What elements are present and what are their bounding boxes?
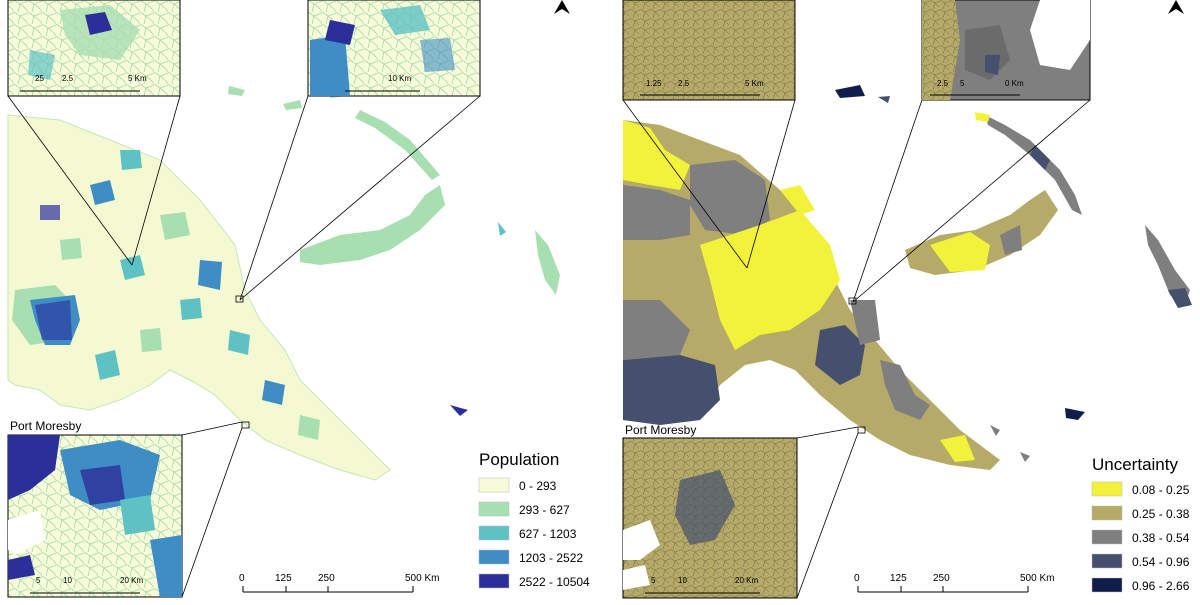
inset-leader-line [181, 427, 243, 598]
inset-scale-label: 25 [35, 74, 44, 83]
inset-leader-line [796, 432, 859, 599]
north-arrow-icon [1168, 0, 1184, 14]
scale-bar: 0 125 250 500 Km [239, 573, 439, 593]
scale-bar: 0 125 250 500 Km [854, 573, 1054, 593]
inset-scale-label: 5 Km [128, 74, 147, 83]
scale-bar-label: 250 [933, 573, 950, 584]
right-map-panel: 1.25 2.5 5 Km 2.5 5 0 Km Port Moresby [622, 0, 1192, 599]
inset-scale-label: 0 Km [1005, 79, 1024, 88]
legend-label: 0.08 - 0.25 [1132, 483, 1190, 497]
north-islands [300, 185, 445, 265]
inset-scale-label: 2.5 [937, 79, 949, 88]
inset-scale-label: 5 Km [745, 79, 764, 88]
legend-swatch [478, 477, 510, 493]
inset-scale-label: 5 [36, 576, 41, 585]
legend-swatch [478, 549, 510, 565]
inset-place-label: Port Moresby [625, 423, 696, 437]
population-districts [12, 150, 320, 440]
legend-label: 1203 - 2522 [519, 551, 583, 565]
scale-bar-label: 0 [854, 573, 860, 584]
inset-leader-line [852, 99, 1091, 303]
scale-bar-label: 500 Km [1020, 573, 1054, 584]
legend-label: 0 - 293 [519, 479, 557, 493]
legend-swatch [478, 573, 510, 589]
inset-place-label: Port Moresby [10, 419, 81, 433]
inset-locator-box [235, 295, 244, 303]
scale-bar-label: 125 [890, 573, 907, 584]
legend-swatch [1091, 505, 1123, 521]
inset-scale-label: 10 [63, 576, 72, 585]
mainland-shape [7, 114, 391, 481]
inset-leader-line [796, 426, 859, 439]
legend: Uncertainty 0.08 - 0.25 0.25 - 0.38 0.38 -… [1091, 455, 1190, 593]
legend-label: 0.54 - 0.96 [1132, 555, 1190, 569]
new-ireland-island [985, 115, 1082, 215]
legend-swatch [478, 501, 510, 517]
inset-leader-line [622, 99, 748, 269]
scale-bar-label: 500 Km [405, 573, 439, 584]
legend-label: 0.25 - 0.38 [1132, 507, 1190, 521]
left-map-panel: 25 2.5 5 Km 10 Km Port Moresby [7, 0, 590, 598]
inset-scale-label: 20 Km [735, 576, 758, 585]
bougainville-island [1145, 225, 1190, 305]
inset-port-moresby: 5 10 20 Km [622, 437, 798, 599]
inset-top-left: 1.25 2.5 5 Km [622, 0, 796, 101]
inset-top-right: 10 Km [307, 0, 481, 97]
inset-scale-label: 5 [651, 576, 656, 585]
inset-scale-label: 20 Km [120, 576, 143, 585]
inset-leader-line [239, 95, 309, 301]
inset-locator-box [857, 426, 866, 434]
legend-label: 2522 - 10504 [519, 575, 590, 589]
legend-swatch [1091, 553, 1123, 569]
inset-scale-label: 10 Km [388, 74, 411, 83]
legend-label: 0.38 - 0.54 [1132, 531, 1190, 545]
scale-bar-label: 125 [275, 573, 292, 584]
inset-leader-line [746, 99, 796, 269]
inset-scale-label: 2.5 [678, 79, 690, 88]
legend-label: 0.96 - 2.66 [1132, 579, 1190, 593]
legend-title: Population [479, 450, 559, 469]
inset-scale-label: 2.5 [62, 74, 74, 83]
legend-swatch [1091, 481, 1123, 497]
legend-swatch [1091, 529, 1123, 545]
inset-top-left: 25 2.5 5 Km [7, 0, 181, 97]
inset-locator-box [241, 421, 250, 429]
legend-swatch [478, 525, 510, 541]
inset-leader-line [852, 99, 923, 303]
inset-port-moresby: 5 10 20 Km [7, 434, 183, 598]
inset-leader-line [239, 95, 481, 301]
new-ireland-island [355, 110, 440, 180]
inset-leader-line [181, 421, 243, 436]
legend-label: 627 - 1203 [519, 527, 577, 541]
legend: Population 0 - 293 293 - 627 627 - 1203 120… [478, 450, 590, 589]
legend-title: Uncertainty [1092, 455, 1178, 474]
inset-top-right: 2.5 5 0 Km [921, 0, 1091, 101]
legend-label: 293 - 627 [519, 503, 570, 517]
inset-scale-label: 1.25 [646, 79, 662, 88]
inset-leader-line [131, 95, 181, 266]
inset-scale-label: 10 [678, 576, 687, 585]
north-arrow-icon [554, 0, 570, 14]
inset-locator-box [848, 297, 857, 305]
scale-bar-label: 250 [318, 573, 335, 584]
inset-leader-line [7, 95, 133, 266]
inset-scale-label: 5 [960, 79, 965, 88]
legend-swatch [1091, 577, 1123, 593]
uncertainty-districts [623, 120, 975, 462]
scale-bar-label: 0 [239, 573, 245, 584]
bougainville-island [535, 230, 560, 295]
